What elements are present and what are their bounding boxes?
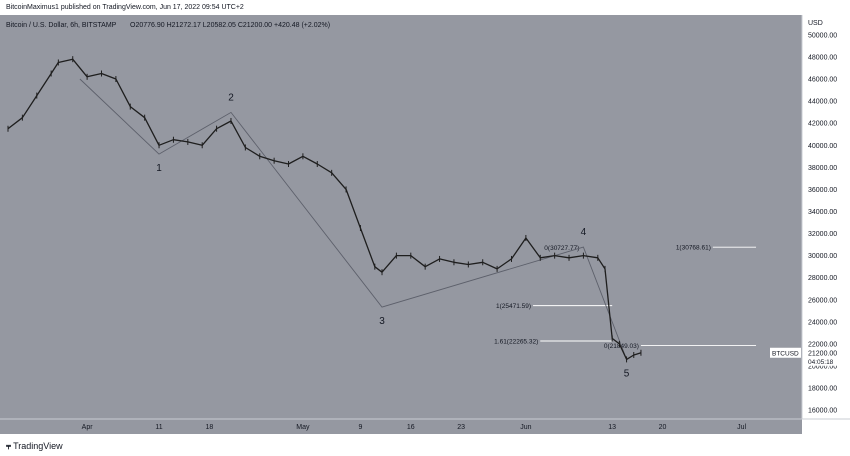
wave-count-lines: [79, 78, 628, 360]
tradingview-mark-icon: ⫧: [6, 441, 11, 451]
legend-ohlc: O20776.90 H21272.17 L20582.05 C21200.00 …: [130, 22, 330, 29]
price-tick-label: 30000.00: [808, 253, 837, 260]
wave-label: 5: [624, 368, 630, 379]
last-price-value-box: [803, 347, 849, 366]
chart-area[interactable]: Bitcoin / U.S. Dollar, 6h, BITSTAMP O207…: [0, 15, 850, 434]
price-tick-label: 16000.00: [808, 408, 837, 415]
time-tick-label: 11: [155, 424, 162, 431]
last-price-countdown: 04:05:18: [808, 359, 834, 366]
last-price-value: 21200.00: [808, 350, 837, 357]
last-price-marker: BTCUSD 21200.00 04:05:18: [770, 347, 849, 366]
tradingview-brand-label: TradingView: [13, 441, 63, 451]
price-tick-label: 28000.00: [808, 275, 837, 282]
price-tick-label: 18000.00: [808, 386, 837, 393]
wave-label: 3: [379, 316, 385, 327]
publish-info-bar: BitcoinMaximus1 published on TradingView…: [0, 0, 850, 15]
tradingview-logo[interactable]: ⫧ TradingView: [6, 441, 63, 452]
time-tick-label: 13: [608, 424, 616, 431]
author-line: BitcoinMaximus1 published on TradingView…: [6, 4, 244, 11]
price-tick-label: 50000.00: [808, 32, 837, 39]
price-tick-label: 32000.00: [808, 231, 837, 238]
fib-level-label: 1(25471.59): [496, 303, 531, 310]
time-tick-label: Apr: [82, 424, 94, 431]
wave-label: 1: [156, 163, 162, 174]
wave-label: 4: [581, 227, 587, 238]
wave-labels: 1 2 3 4 5: [156, 92, 630, 379]
time-tick-label: 20: [659, 424, 667, 431]
time-tick-label: May: [296, 424, 310, 431]
time-axis[interactable]: Apr 11 18 May 9 16 23 Jun 13 20 Jul: [82, 424, 747, 431]
price-tick-label: 48000.00: [808, 54, 837, 61]
price-tick-label: 24000.00: [808, 319, 837, 326]
time-tick-label: Jun: [520, 424, 531, 431]
fib-anchor-label: 0(30727.77): [544, 245, 579, 252]
price-axis[interactable]: 16000.00 18000.00 20000.00 22000.00 24000.00…: [808, 32, 837, 414]
wave-label: 2: [228, 92, 234, 103]
price-tick-label: 36000.00: [808, 187, 837, 194]
fib-level-label: 1.61(22265.32): [494, 339, 538, 346]
last-price-symbol: BTCUSD: [772, 350, 799, 357]
price-tick-label: 42000.00: [808, 121, 837, 128]
price-tick-label: 22000.00: [808, 341, 837, 348]
wave-connector-line: [79, 78, 628, 360]
price-tick-label: 34000.00: [808, 209, 837, 216]
time-tick-label: 16: [407, 424, 415, 431]
price-tick-label: 46000.00: [808, 77, 837, 84]
time-tick-label: Jul: [737, 424, 746, 431]
time-tick-label: 23: [457, 424, 465, 431]
last-price-symbol-box: [770, 347, 801, 358]
plot-background: [0, 15, 802, 434]
footer-bar: ⫧ TradingView: [0, 434, 850, 456]
price-axis-title: USD: [808, 20, 823, 27]
time-tick-label: 9: [358, 424, 362, 431]
price-series: [7, 56, 642, 363]
price-tick-label: 26000.00: [808, 297, 837, 304]
legend-symbol: Bitcoin / U.S. Dollar, 6h, BITSTAMP: [6, 22, 117, 29]
time-tick-label: 18: [205, 424, 213, 431]
price-tick-label: 38000.00: [808, 165, 837, 172]
price-tick-label: 20000.00: [808, 364, 837, 371]
price-tick-label: 44000.00: [808, 99, 837, 106]
price-chart-svg[interactable]: Bitcoin / U.S. Dollar, 6h, BITSTAMP O207…: [0, 15, 850, 434]
price-tick-label: 40000.00: [808, 143, 837, 150]
fib-level-label: 1(30768.61): [676, 245, 711, 252]
